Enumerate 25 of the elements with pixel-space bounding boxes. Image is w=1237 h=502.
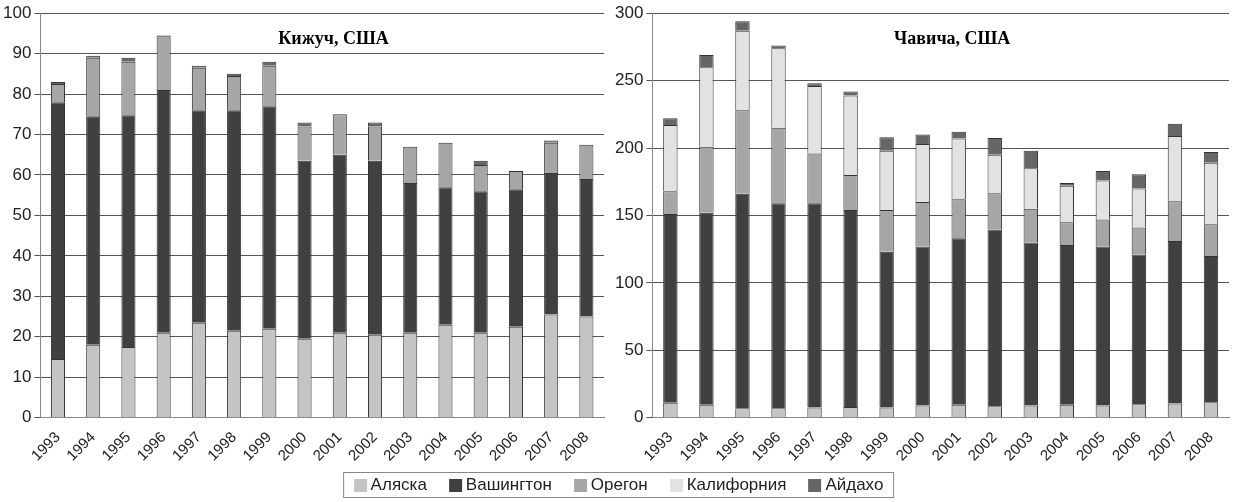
y-tick-label: 0	[21, 407, 32, 427]
legend-label: Аляска	[370, 475, 427, 495]
legend-label: Айдахо	[825, 475, 884, 495]
y-tick-label: 60	[12, 164, 32, 184]
y-tick-label: 300	[614, 2, 644, 22]
text: Кижуч, США	[278, 27, 389, 48]
y-tick-label: 90	[12, 43, 32, 63]
legend-label: Калифорния	[686, 475, 787, 495]
y-tick-label: 40	[12, 245, 32, 265]
y-tick-label: 30	[12, 286, 32, 306]
y-tick-label: 50	[624, 339, 644, 359]
y-tick-label: 80	[12, 83, 32, 103]
y-tick-label: 50	[12, 205, 32, 225]
y-tick-label: 200	[614, 137, 644, 157]
y-tick-label: 100	[2, 2, 32, 22]
y-tick-label: 0	[633, 407, 644, 427]
text: Чавича, США	[894, 27, 1011, 48]
y-tick-label: 70	[12, 124, 32, 144]
y-tick-label: 150	[614, 205, 644, 225]
legend-label: Орегон	[590, 475, 648, 495]
legend-label: Вашингтон	[465, 475, 552, 495]
y-tick-label: 10	[12, 366, 32, 386]
y-tick-label: 100	[614, 272, 644, 292]
y-tick-label: 250	[614, 70, 644, 90]
y-tick-label: 20	[12, 326, 32, 346]
